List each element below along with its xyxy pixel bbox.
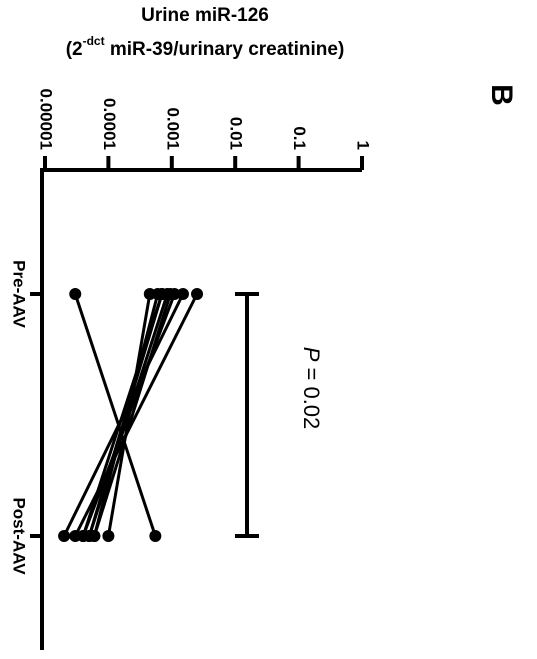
category-label: Pre-AAV bbox=[10, 260, 29, 328]
y-tick-label: 0.0001 bbox=[100, 98, 119, 150]
y-tick-label: 1 bbox=[354, 141, 373, 150]
y-axis-title-line2: (2-dct miR-39/urinary creatinine) bbox=[66, 34, 345, 60]
data-point bbox=[69, 288, 82, 300]
significance-bracket bbox=[235, 292, 259, 538]
series-line bbox=[81, 293, 176, 537]
data-point bbox=[149, 530, 162, 542]
y-tick-label: 0.01 bbox=[227, 117, 246, 150]
data-point bbox=[155, 288, 168, 300]
y-tick-label: 0.1 bbox=[290, 126, 309, 150]
data-point bbox=[88, 530, 101, 542]
y-tick-label: 0.001 bbox=[163, 107, 182, 150]
data-point bbox=[77, 530, 90, 542]
data-point bbox=[164, 288, 177, 300]
panel-label: B bbox=[485, 84, 518, 106]
y-tick-label: 0.00001 bbox=[37, 89, 56, 150]
y-axis-title-post: miR-39/urinary creatinine) bbox=[105, 39, 345, 60]
series-line bbox=[81, 293, 164, 537]
series-line bbox=[73, 293, 157, 537]
series-line bbox=[92, 293, 172, 537]
data-point bbox=[191, 288, 204, 300]
p-value-text: = 0.02 bbox=[299, 361, 324, 429]
data-series bbox=[58, 288, 204, 542]
y-axis-title-superscript: -dct bbox=[83, 34, 105, 48]
y-axis-title-pre: (2 bbox=[66, 39, 83, 60]
category-label: Post-AAV bbox=[10, 497, 29, 575]
y-axis-title-line1: Urine miR-126 bbox=[141, 5, 269, 26]
data-point bbox=[176, 288, 189, 300]
p-value-symbol: P bbox=[299, 347, 324, 362]
value-axis-ticks: 0.00001 0.0001 0.001 0.01 0.1 1 bbox=[37, 89, 373, 170]
data-point bbox=[58, 530, 71, 542]
category-axis-labels: Pre-AAV Post-AAV bbox=[10, 260, 42, 575]
data-point bbox=[102, 530, 115, 542]
p-value-annotation: P = 0.02 bbox=[299, 347, 324, 430]
